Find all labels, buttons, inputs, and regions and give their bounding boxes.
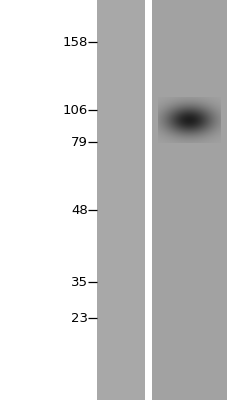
Text: 23: 23 xyxy=(70,312,87,324)
Text: 48: 48 xyxy=(71,204,87,216)
Text: 158: 158 xyxy=(62,36,87,48)
Bar xyxy=(96,0,144,400)
Text: 79: 79 xyxy=(71,136,87,148)
Bar xyxy=(151,0,227,400)
Bar xyxy=(144,0,151,400)
Text: 35: 35 xyxy=(70,276,87,288)
Text: 106: 106 xyxy=(62,104,87,116)
